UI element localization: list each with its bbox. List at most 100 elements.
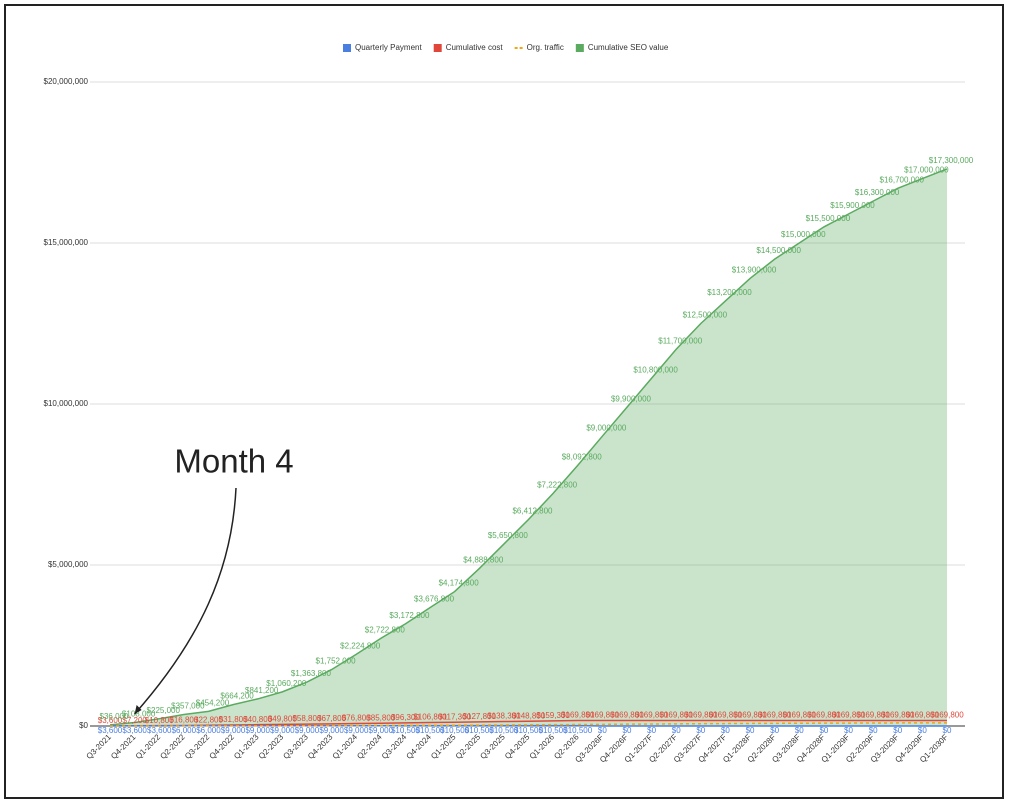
data-label: $0 (918, 726, 927, 735)
data-label: $49,800 (268, 715, 297, 724)
legend-label: Cumulative SEO value (588, 43, 669, 52)
data-label: $169,800 (586, 711, 620, 720)
data-label: $31,800 (219, 715, 248, 724)
data-label: $10,500 (514, 726, 543, 735)
data-label: $10,500 (539, 726, 568, 735)
data-label: $10,800,000 (633, 365, 678, 374)
data-label: $9,000 (295, 726, 320, 735)
data-label: $16,300,000 (855, 188, 900, 197)
y-tick-label: $10,000,000 (44, 399, 89, 408)
data-label: $7,222,800 (537, 481, 578, 490)
data-label: $169,800 (881, 711, 915, 720)
legend-swatch (433, 44, 442, 52)
y-tick-label: $5,000,000 (48, 560, 89, 569)
data-label: $0 (819, 726, 828, 735)
data-label: $2,224,800 (340, 641, 381, 650)
data-label: $10,500 (489, 726, 518, 735)
legend-swatch (575, 44, 584, 52)
data-label: $0 (770, 726, 779, 735)
data-label: $0 (893, 726, 902, 735)
data-label: $11,700,000 (658, 336, 702, 345)
data-label: $169,800 (733, 711, 767, 720)
area-fill (110, 168, 947, 726)
data-label: $169,800 (807, 711, 841, 720)
data-label: $12,500,000 (683, 311, 728, 320)
data-label: $15,500,000 (806, 214, 851, 223)
data-label: $0 (647, 726, 656, 735)
data-label: $9,000 (245, 726, 270, 735)
data-label: $10,800 (145, 716, 174, 725)
data-label: $357,000 (171, 702, 205, 711)
data-label: $36,000 (100, 712, 129, 721)
data-label: $117,300 (438, 712, 471, 721)
y-tick-label: $20,000,000 (44, 77, 89, 86)
data-label: $9,000,000 (586, 423, 627, 432)
data-label: $1,752,000 (316, 657, 357, 666)
data-label: $148,800 (512, 711, 546, 720)
data-label: $169,800 (635, 711, 669, 720)
series-line (109, 722, 948, 727)
data-label: $169,800 (930, 711, 964, 720)
data-label: $17,300,000 (929, 156, 974, 165)
data-label: $22,800 (194, 715, 223, 724)
data-label: $10,500 (440, 726, 469, 735)
data-label: $3,676,800 (414, 595, 455, 604)
data-label: $454,200 (196, 698, 230, 707)
data-label: $40,800 (243, 715, 272, 724)
y-tick-label: $0 (79, 721, 88, 730)
data-label: $1,363,800 (291, 669, 332, 678)
data-label: $0 (795, 726, 804, 735)
legend-label: Quarterly Payment (355, 43, 422, 52)
legend-swatch (343, 44, 351, 52)
data-label: $0 (623, 726, 632, 735)
legend-label: Cumulative cost (446, 43, 504, 52)
data-label: $0 (598, 726, 607, 735)
data-label: $127,800 (463, 712, 497, 721)
data-label: $664,200 (220, 692, 254, 701)
data-label: $13,900,000 (732, 266, 777, 275)
data-label: $169,800 (660, 711, 694, 720)
data-label: $7,200 (122, 716, 147, 725)
data-label: $3,172,800 (389, 611, 430, 620)
data-label: $108,000 (122, 710, 156, 719)
data-label: $16,800 (169, 716, 198, 725)
data-label: $169,800 (856, 711, 890, 720)
data-label: $169,800 (684, 711, 718, 720)
data-label: $159,300 (536, 711, 570, 720)
data-label: $9,000 (221, 726, 246, 735)
data-label: $169,800 (709, 711, 743, 720)
data-label: $138,300 (487, 712, 521, 721)
data-label: $13,200,000 (707, 288, 752, 297)
data-label: $169,800 (758, 711, 792, 720)
data-label: $67,800 (317, 714, 346, 723)
area-line (109, 168, 948, 726)
data-label: $2,722,800 (365, 625, 406, 634)
data-label: $9,000 (344, 726, 369, 735)
data-label: $3,600 (147, 726, 172, 735)
data-label: $3,600 (98, 726, 123, 735)
data-label: $8,092,800 (562, 453, 603, 462)
data-label: $6,412,800 (512, 507, 553, 516)
data-label: $169,800 (561, 711, 595, 720)
data-label: $9,900,000 (611, 394, 652, 403)
legend: Quarterly Payment Cumulative cost Org. tra… (343, 43, 669, 52)
data-label: $10,500 (465, 726, 494, 735)
data-label: $9,000 (369, 726, 394, 735)
data-label: $76,800 (342, 714, 371, 723)
data-label: $3,600 (122, 726, 147, 735)
data-label: $0 (943, 726, 952, 735)
data-label: $106,800 (413, 713, 447, 722)
data-label: $169,800 (610, 711, 644, 720)
data-label: $9,000 (270, 726, 295, 735)
data-label: $0 (721, 726, 730, 735)
data-label: $58,800 (292, 714, 321, 723)
data-label: $6,000 (172, 726, 197, 735)
data-label: $3,600 (98, 716, 123, 725)
data-label: $10,500 (391, 726, 420, 735)
data-label: $10,500 (563, 726, 592, 735)
data-label: $17,000,000 (904, 166, 949, 175)
data-label: $10,500 (416, 726, 445, 735)
data-label: $169,800 (906, 711, 940, 720)
data-label: $15,900,000 (830, 201, 875, 210)
